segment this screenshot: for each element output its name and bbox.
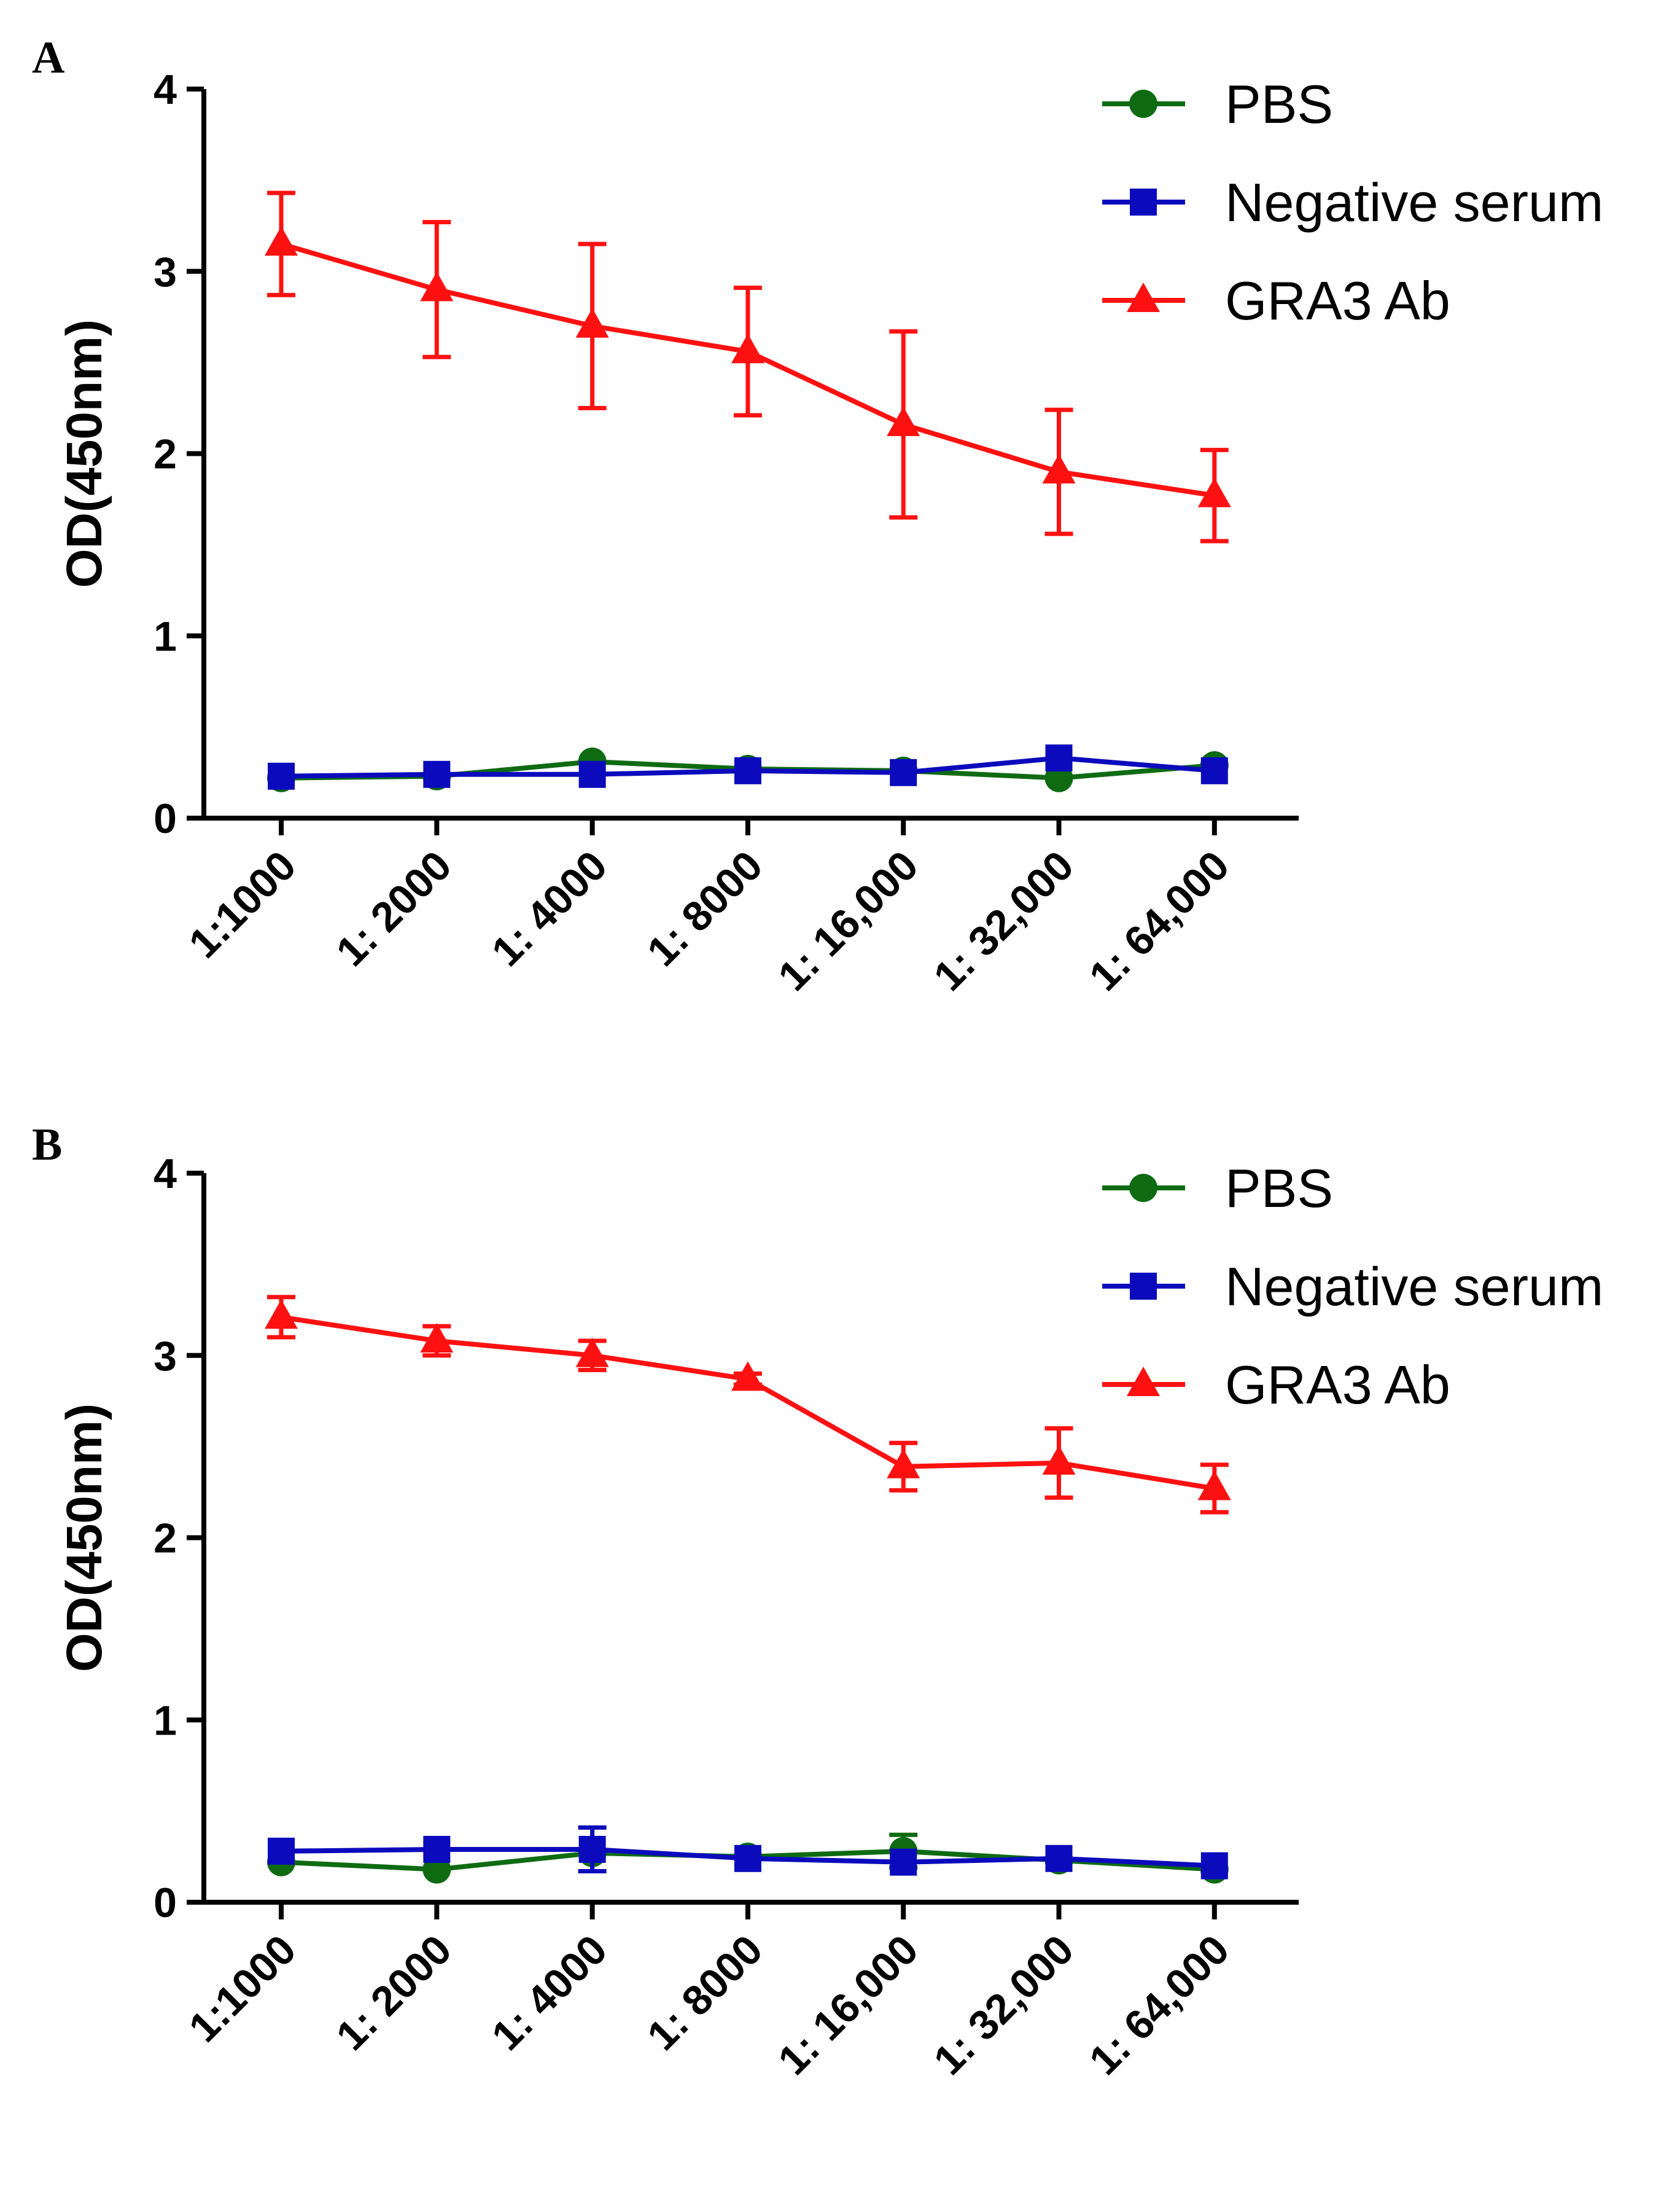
data-point (1045, 744, 1073, 772)
y-axis-title: OD(450nm) (56, 319, 112, 588)
series-negative-serum (268, 744, 1228, 790)
x-tick-label: 1: 32,000 (925, 1926, 1083, 2084)
legend-item-gra3-ab: GRA3 Ab (1102, 270, 1450, 331)
data-point (887, 407, 920, 437)
y-tick-label: 1 (154, 1697, 177, 1744)
x-tick-label: 1:1000 (180, 842, 305, 967)
legend-label: PBS (1225, 74, 1333, 135)
y-tick-label: 3 (154, 249, 177, 295)
x-tick-label: 1: 32,000 (925, 842, 1083, 1000)
y-tick-label: 4 (154, 1150, 177, 1197)
y-tick-label: 0 (154, 1880, 177, 1926)
data-point (1197, 477, 1231, 507)
y-tick-label: 0 (154, 795, 177, 842)
data-point (890, 759, 917, 786)
data-point (1200, 1852, 1228, 1880)
x-tick-label: 1: 2000 (327, 842, 461, 975)
data-point (265, 226, 298, 256)
data-point (734, 1844, 761, 1872)
x-tick-label: 1: 4000 (483, 1926, 616, 2059)
data-point (731, 1361, 764, 1391)
y-tick-label: 2 (154, 431, 177, 478)
data-point (1042, 1445, 1076, 1475)
data-point (578, 760, 606, 788)
data-point (575, 1337, 609, 1367)
data-point (268, 1837, 295, 1865)
y-tick-label: 2 (154, 1515, 177, 1562)
data-point (734, 757, 761, 784)
data-point (420, 271, 454, 302)
data-point (420, 1323, 454, 1353)
legend-item-pbs: PBS (1102, 1158, 1333, 1219)
legend-swatch-marker (1127, 283, 1160, 312)
x-tick-label: 1: 8000 (639, 1926, 772, 2059)
x-tick-label: 1: 64,000 (1080, 1926, 1238, 2084)
legend-item-gra3-ab: GRA3 Ab (1102, 1354, 1450, 1415)
legend-swatch-marker (1130, 1273, 1157, 1300)
legend-swatch-marker (1129, 1174, 1157, 1202)
panel-label-a: A (32, 33, 64, 83)
data-point (1045, 1844, 1073, 1872)
y-tick-label: 3 (154, 1333, 177, 1380)
data-point (268, 762, 295, 790)
data-point (578, 1835, 606, 1863)
legend-item-negative-serum: Negative serum (1102, 172, 1603, 233)
series-gra3-ab (265, 1295, 1231, 1515)
legend-item-negative-serum: Negative serum (1102, 1256, 1603, 1317)
legend-label: Negative serum (1225, 172, 1603, 233)
legend: PBS Negative serum GRA3 Ab (1102, 74, 1603, 331)
data-point (575, 308, 609, 338)
x-tick-label: 1: 2000 (327, 1926, 461, 2059)
legend-swatch-marker (1130, 189, 1157, 216)
data-point (423, 1835, 451, 1863)
legend-swatch-marker (1127, 1367, 1160, 1396)
x-tick-label: 1: 16,000 (769, 1926, 927, 2084)
data-point (890, 1848, 917, 1876)
series-gra3-ab (265, 190, 1231, 544)
legend: PBS Negative serum GRA3 Ab (1102, 1158, 1603, 1415)
legend-label: Negative serum (1225, 1256, 1603, 1317)
data-point (731, 334, 764, 364)
panel-b: B 0 1 2 3 4 OD(450nm) 1:1000 1: 2000 1: 4000 1: 8… (32, 1120, 1603, 2084)
x-tick-label: 1: 8000 (639, 842, 772, 975)
legend-swatch-marker (1129, 90, 1157, 118)
data-point (1042, 454, 1076, 484)
legend-label: GRA3 Ab (1225, 1354, 1450, 1415)
panel-a: A 0 1 2 3 4 OD(450nm) 1:1000 1: 2000 1: 4000 1: 8… (32, 33, 1603, 1000)
y-axis-title: OD(450nm) (56, 1403, 112, 1672)
data-point (423, 760, 451, 788)
data-point (1200, 757, 1228, 784)
y-tick-label: 1 (154, 613, 177, 660)
legend-item-pbs: PBS (1102, 74, 1333, 135)
legend-label: GRA3 Ab (1225, 270, 1450, 331)
x-tick-label: 1:1000 (180, 1926, 305, 2051)
series-line (281, 1314, 1215, 1491)
data-point (265, 1299, 298, 1329)
data-point (1197, 1470, 1231, 1501)
x-tick-label: 1: 64,000 (1080, 842, 1238, 1000)
legend-label: PBS (1225, 1158, 1333, 1219)
x-tick-label: 1: 16,000 (769, 842, 927, 1000)
y-tick-label: 4 (154, 66, 177, 113)
panel-label-b: B (32, 1120, 62, 1170)
series-negative-serum (268, 1825, 1228, 1880)
data-point (887, 1448, 920, 1478)
x-tick-label: 1: 4000 (483, 842, 616, 975)
